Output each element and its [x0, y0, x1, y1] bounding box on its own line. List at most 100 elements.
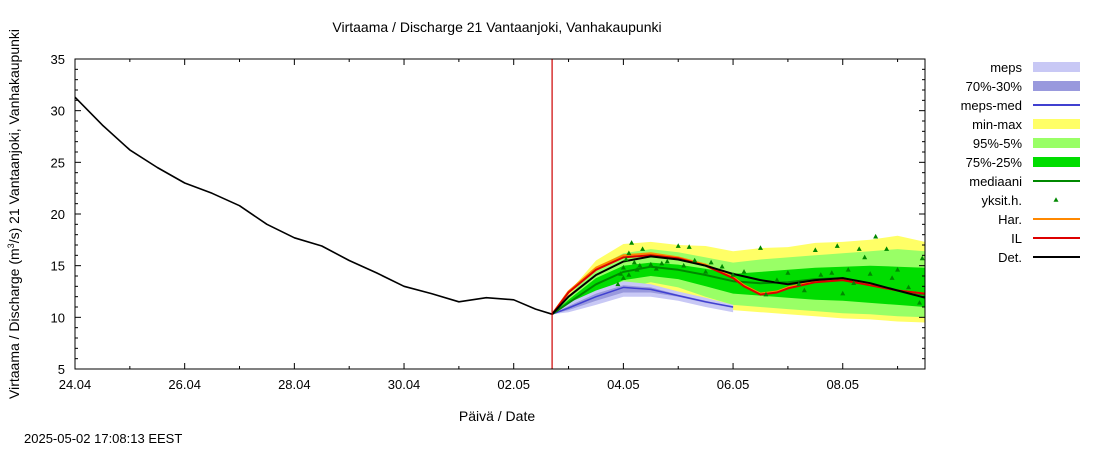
- legend-swatch: [1033, 81, 1080, 91]
- legend-swatch: [1053, 197, 1059, 202]
- scatter-point: [774, 277, 780, 282]
- scatter-point: [659, 260, 665, 266]
- legend-swatch: [1033, 119, 1080, 129]
- legend-label: 75%-25%: [966, 155, 1023, 170]
- scatter-point: [763, 291, 769, 297]
- scatter-point: [796, 281, 802, 287]
- scatter-point: [884, 246, 890, 251]
- legend-item-min-max: min-max: [972, 117, 1080, 132]
- scatter-point: [708, 259, 714, 265]
- y-tick-label: 5: [58, 362, 65, 377]
- scatter-point: [757, 245, 763, 250]
- legend-swatch: [1033, 157, 1080, 167]
- x-tick-label: 02.05: [497, 377, 530, 392]
- y-axis-label-main: Virtaama / Discharge (m: [6, 248, 22, 399]
- scatter-point: [681, 262, 687, 268]
- scatter-point: [845, 267, 851, 272]
- observed-series: [74, 96, 553, 315]
- line-il: [551, 254, 926, 315]
- scatter-point: [692, 257, 698, 263]
- scatter-point: [785, 270, 791, 275]
- scatter-point: [623, 256, 629, 262]
- scatter-point: [664, 258, 670, 264]
- legend-label: mediaani: [969, 174, 1022, 189]
- scatter-point: [637, 262, 643, 268]
- scatter-point: [615, 281, 621, 287]
- y-axis-label: Virtaama / Discharge (m3/s) 21 Vantaanjo…: [6, 29, 22, 399]
- individual-forecasts: [615, 233, 925, 305]
- y-tick-label: 20: [51, 207, 65, 222]
- x-tick-label: 24.04: [59, 377, 92, 392]
- scatter-point: [631, 259, 637, 265]
- x-tick-label: 26.04: [168, 377, 201, 392]
- scatter-point: [675, 243, 681, 248]
- legend-label: IL: [1011, 231, 1022, 246]
- legend-item-mediaani: mediaani: [969, 174, 1080, 189]
- y-axis-label-sup: 3: [6, 243, 16, 248]
- scatter-point: [873, 233, 879, 239]
- scatter-point: [856, 246, 862, 251]
- legend-item-har: Har.: [998, 212, 1080, 227]
- scatter-point: [917, 300, 923, 305]
- forecast-lines: [551, 252, 926, 316]
- legend-label: yksit.h.: [982, 193, 1022, 208]
- scatter-point: [889, 275, 895, 280]
- axis-ticks: 24.04 26.04 28.04 30.04 02.05 04.05 06.05 08.05…: [51, 52, 925, 392]
- legend-item-95-5: 95%-5%: [973, 136, 1080, 151]
- scatter-point: [862, 254, 868, 260]
- scatter-point: [829, 270, 835, 275]
- scatter-point: [730, 272, 736, 277]
- scatter-point: [703, 269, 709, 274]
- legend-label: min-max: [972, 117, 1022, 132]
- x-tick-label: 08.05: [826, 377, 859, 392]
- legend: meps 70%-30% meps-med min-max 95%-5% 75%-25% m…: [961, 60, 1080, 265]
- scatter-point: [620, 275, 626, 280]
- legend-label: meps-med: [961, 98, 1022, 113]
- x-tick-label: 06.05: [717, 377, 750, 392]
- legend-label: Det.: [998, 250, 1022, 265]
- line-observed: [74, 96, 553, 315]
- scatter-point: [867, 271, 873, 276]
- scatter-point: [626, 272, 632, 277]
- y-tick-label: 15: [51, 259, 65, 274]
- legend-item-il: IL: [1011, 231, 1080, 246]
- legend-item-meps: meps: [990, 60, 1080, 75]
- scatter-point: [648, 261, 654, 267]
- scatter-point: [618, 271, 624, 276]
- x-tick-label: 30.04: [388, 377, 421, 392]
- scatter-point: [620, 264, 626, 270]
- line-meps-med: [551, 286, 734, 315]
- scatter-point: [906, 284, 912, 290]
- scatter-point: [629, 240, 635, 245]
- scatter-point: [895, 267, 901, 272]
- y-axis-label-rest: /s) 21 Vantaanjoki, Vanhakaupunki: [6, 29, 22, 243]
- scatter-point: [741, 269, 747, 274]
- scatter-point: [818, 272, 824, 277]
- scatter-point: [653, 265, 659, 271]
- legend-label: 70%-30%: [966, 79, 1023, 94]
- timestamp: 2025-05-02 17:08:13 EEST: [24, 431, 182, 446]
- band-75-25: [552, 262, 925, 315]
- plot-frame: [75, 59, 925, 369]
- scatter-point: [626, 250, 632, 256]
- legend-label: 95%-5%: [973, 136, 1023, 151]
- legend-label: meps: [990, 60, 1022, 75]
- legend-swatch: [1033, 138, 1080, 148]
- scatter-point: [812, 247, 818, 252]
- scatter-point: [640, 246, 646, 251]
- scatter-point: [686, 244, 692, 249]
- x-tick-label: 28.04: [278, 377, 311, 392]
- scatter-point: [634, 267, 640, 272]
- scatter-point: [834, 243, 840, 248]
- x-axis-label: Päivä / Date: [459, 408, 535, 424]
- plot-area: 24.04 26.04 28.04 30.04 02.05 04.05 06.05 08.05…: [51, 52, 926, 392]
- y-tick-label: 10: [51, 310, 65, 325]
- legend-item-det: Det.: [998, 250, 1080, 265]
- y-tick-label: 25: [51, 155, 65, 170]
- legend-swatch: [1033, 62, 1080, 72]
- scatter-point: [801, 287, 807, 293]
- legend-item-75-25: 75%-25%: [966, 155, 1080, 170]
- scatter-point: [919, 255, 925, 261]
- y-tick-label: 35: [51, 52, 65, 67]
